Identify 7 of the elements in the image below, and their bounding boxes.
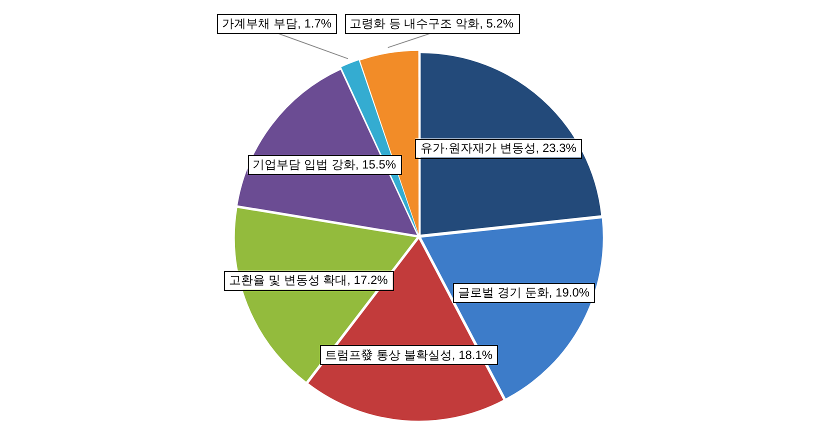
slice-label: 고령화 등 내수구조 악화, 5.2% [350,16,514,30]
slice-label: 유가·원자재가 변동성, 23.3% [420,140,577,155]
slice-label: 글로벌 경기 둔화, 19.0% [458,285,590,300]
slice-label: 고환율 및 변동성 확대, 17.2% [229,273,388,288]
slice-label: 가계부채 부담, 1.7% [222,16,332,30]
slice-label: 기업부담 입법 강화, 15.5% [252,157,396,172]
slice-label: 트럼프發 통상 불확실성, 18.1% [325,348,493,362]
